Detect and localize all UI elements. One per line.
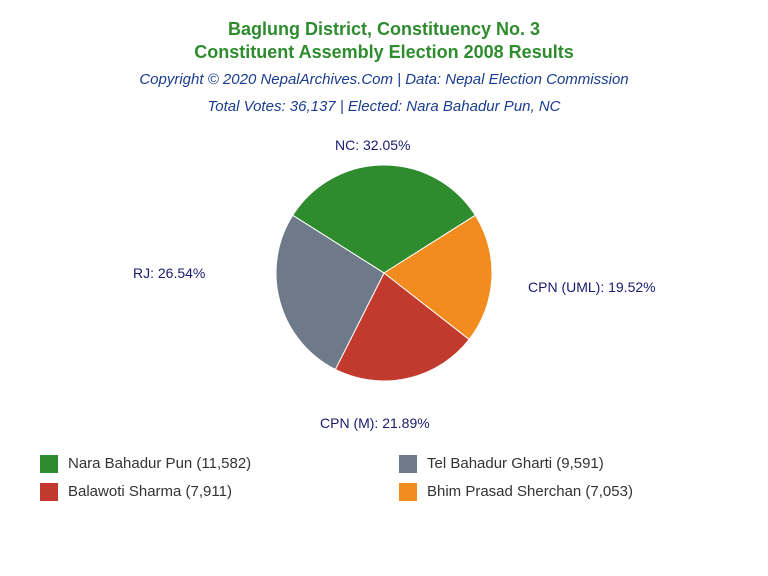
slice-label-cpnm: CPN (M): 21.89% xyxy=(320,415,430,431)
legend-text: Balawoti Sharma (7,911) xyxy=(68,483,232,500)
legend-swatch xyxy=(40,455,58,473)
pie-chart xyxy=(272,161,496,385)
chart-header: Baglung District, Constituency No. 3 Con… xyxy=(0,0,768,115)
slice-label-nc: NC: 32.05% xyxy=(335,137,410,153)
title-line-2: Constituent Assembly Election 2008 Resul… xyxy=(0,41,768,64)
title-line-1: Baglung District, Constituency No. 3 xyxy=(0,18,768,41)
slice-label-rj: RJ: 26.54% xyxy=(133,265,205,281)
legend-item: Bhim Prasad Sherchan (7,053) xyxy=(399,483,728,501)
legend-text: Bhim Prasad Sherchan (7,053) xyxy=(427,483,633,500)
legend-item: Balawoti Sharma (7,911) xyxy=(40,483,369,501)
legend-swatch xyxy=(399,455,417,473)
legend-swatch xyxy=(399,483,417,501)
legend-text: Nara Bahadur Pun (11,582) xyxy=(68,455,251,472)
legend-swatch xyxy=(40,483,58,501)
slice-label-uml: CPN (UML): 19.52% xyxy=(528,279,656,295)
pie-chart-area: NC: 32.05% CPN (UML): 19.52% CPN (M): 21… xyxy=(0,115,768,455)
legend-text: Tel Bahadur Gharti (9,591) xyxy=(427,455,604,472)
legend-item: Nara Bahadur Pun (11,582) xyxy=(40,455,369,473)
legend: Nara Bahadur Pun (11,582) Tel Bahadur Gh… xyxy=(0,455,768,521)
stats-line: Total Votes: 36,137 | Elected: Nara Baha… xyxy=(0,98,768,115)
copyright-line: Copyright © 2020 NepalArchives.Com | Dat… xyxy=(0,71,768,88)
legend-item: Tel Bahadur Gharti (9,591) xyxy=(399,455,728,473)
